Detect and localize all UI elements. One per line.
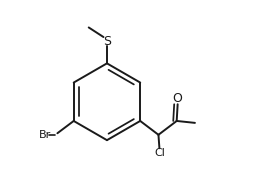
Text: Br: Br — [39, 130, 51, 140]
Text: S: S — [103, 35, 111, 48]
Text: Cl: Cl — [154, 148, 165, 158]
Text: O: O — [173, 92, 183, 105]
